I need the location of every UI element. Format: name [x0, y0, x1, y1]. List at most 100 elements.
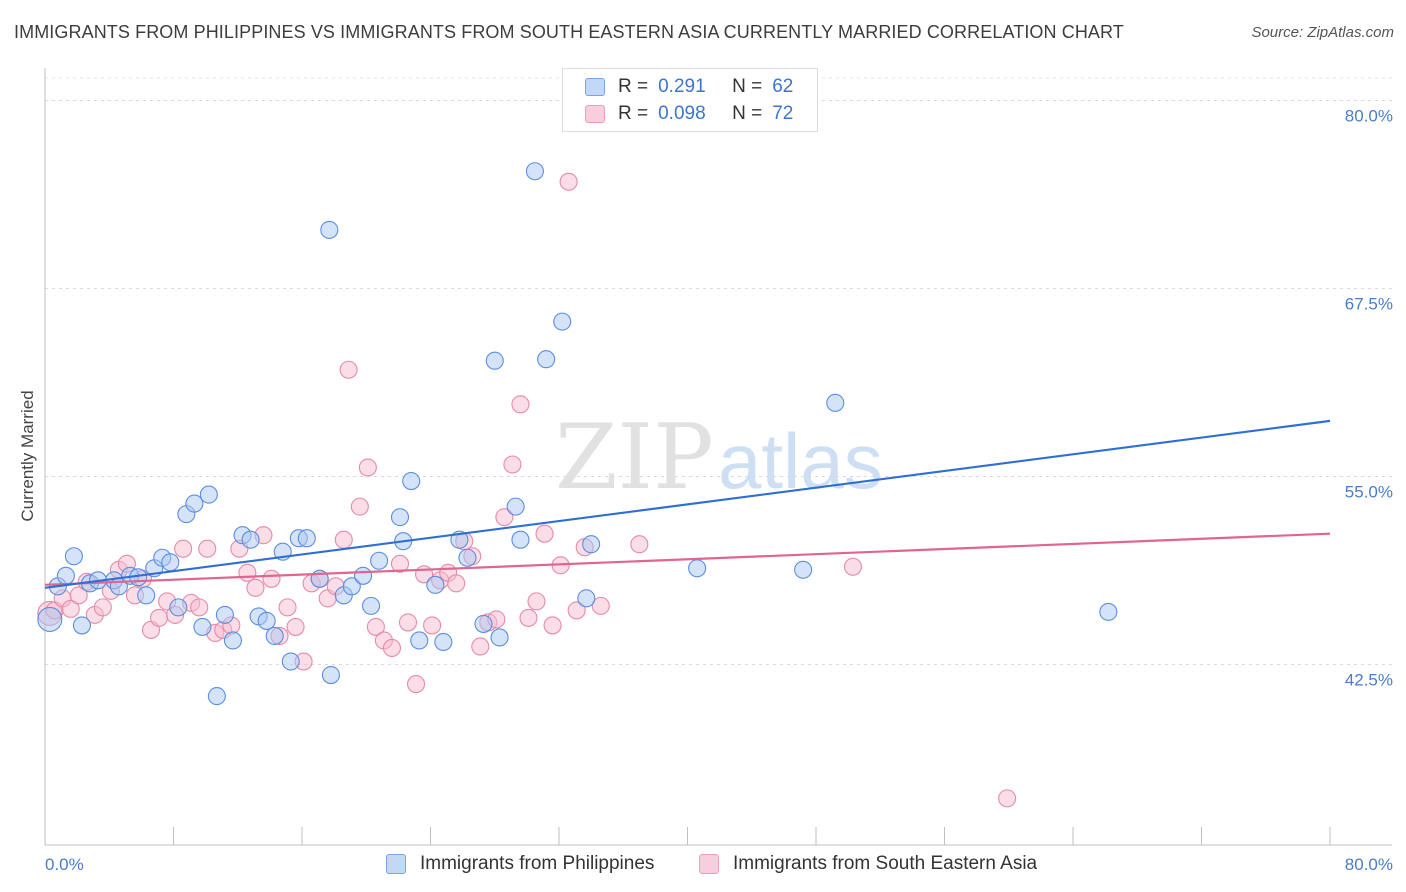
philippines-point: [56, 566, 75, 585]
philippines-point: [582, 535, 601, 554]
philippines-point: [72, 616, 91, 635]
philippines-point: [485, 351, 504, 370]
south-eastern-asia-point: [246, 578, 265, 597]
philippines-point: [390, 508, 410, 527]
south-eastern-asia-point: [286, 617, 305, 636]
south-eastern-asia-point: [366, 617, 385, 636]
legend-n-label: N =: [732, 103, 763, 124]
south-eastern-asia-point: [591, 596, 610, 615]
bottom-legend-label: Immigrants from South Eastern Asia: [733, 853, 1038, 874]
legend-n-value: 72: [772, 103, 794, 124]
philippines-point: [434, 632, 453, 652]
south-eastern-asia-point: [149, 608, 169, 627]
south-eastern-asia-point: [543, 616, 562, 635]
philippines-point: [64, 547, 83, 566]
philippines-point: [525, 162, 544, 181]
south-eastern-asia-point: [174, 539, 193, 558]
axes: [44, 68, 1392, 846]
philippines-point: [426, 575, 445, 594]
south-eastern-asia-point: [93, 598, 112, 617]
south-eastern-asia-point: [262, 569, 281, 588]
philippines-point: [169, 598, 188, 617]
philippines-point: [37, 606, 63, 632]
bottom-legend-swatch-blue: [386, 854, 406, 874]
philippines-point: [241, 530, 260, 549]
y-tick-label: 80.0%: [1345, 107, 1393, 126]
chart-title: IMMIGRANTS FROM PHILIPPINES VS IMMIGRANT…: [14, 22, 1124, 42]
south-eastern-asia-point: [382, 638, 402, 658]
philippines-point: [410, 631, 429, 650]
watermark-atlas: atlas: [718, 417, 883, 505]
south-eastern-asia-point: [511, 395, 530, 414]
south-eastern-asia-point: [495, 508, 514, 527]
philippines-point: [826, 393, 845, 412]
trend-lines: [44, 419, 1331, 589]
south-eastern-asia-point: [198, 539, 217, 558]
south-eastern-asia-point: [559, 172, 578, 191]
legend-r-label: R =: [618, 103, 649, 124]
south-eastern-asia-point: [998, 789, 1017, 808]
south-eastern-asia-point: [358, 458, 377, 477]
legend-n-value: 62: [772, 76, 794, 97]
legend-swatch-blue: [585, 78, 605, 96]
bottom-legend-swatch-pink: [699, 854, 719, 874]
trend-line-south-eastern-asia: [44, 532, 1331, 586]
y-axis-label: Currently Married: [18, 390, 37, 521]
tick-labels: 42.5% 55.0% 67.5% 80.0% 0.0% 80.0%: [45, 107, 1393, 874]
philippines-point: [577, 589, 596, 608]
y-tick-label: 55.0%: [1345, 483, 1393, 502]
south-eastern-asia-point: [339, 360, 358, 379]
philippines-point: [511, 530, 530, 549]
x-tick-label: 80.0%: [1345, 855, 1393, 874]
philippines-point: [353, 566, 373, 585]
philippines-point: [474, 614, 493, 633]
legend-r-label: R =: [618, 76, 649, 97]
south-eastern-asia-point: [350, 497, 369, 516]
south-eastern-asia-point: [69, 586, 88, 605]
south-eastern-asia-point: [503, 455, 522, 474]
philippines-point: [458, 548, 477, 567]
south-eastern-asia-point: [843, 557, 862, 576]
philippines-point: [215, 605, 234, 624]
philippines-point: [199, 485, 218, 504]
south-eastern-asia-point: [423, 616, 442, 635]
south-eastern-asia-point: [447, 574, 466, 593]
philippines-point: [370, 551, 389, 570]
south-eastern-asia-point: [61, 599, 80, 618]
x-tick-label: 0.0%: [45, 855, 84, 874]
correlation-legend: R = 0.291 N = 62 R = 0.098 N = 72: [562, 68, 818, 132]
south-eastern-asia-point: [567, 601, 586, 620]
legend-r-value: 0.098: [658, 103, 706, 124]
philippines-point: [1099, 602, 1118, 621]
legend-row-south-eastern-asia: R = 0.098 N = 72: [585, 102, 793, 126]
philippines-point: [185, 494, 204, 513]
south-eastern-asia-point: [334, 530, 353, 549]
philippines-point: [223, 631, 242, 650]
philippines-point: [321, 666, 340, 685]
bottom-legend-label: Immigrants from Philippines: [420, 853, 655, 874]
philippines-point: [362, 596, 381, 615]
philippines-point: [342, 577, 361, 596]
philippines-point: [207, 687, 226, 706]
philippines-point: [506, 497, 525, 516]
south-eastern-asia-point: [190, 598, 209, 617]
philippines-point: [688, 559, 707, 578]
zipatlas-watermark: ZIP atlas: [555, 405, 883, 510]
south-eastern-asia-point: [519, 608, 538, 627]
south-eastern-asia-point: [535, 524, 554, 543]
south-eastern-asia-point: [471, 637, 490, 656]
series-philippines-points: [37, 162, 1118, 706]
philippines-point: [320, 220, 339, 239]
chart-source: Source: ZipAtlas.com: [1251, 24, 1394, 41]
philippines-point: [553, 312, 572, 331]
south-eastern-asia-point: [406, 675, 426, 694]
legend-row-philippines: R = 0.291 N = 62: [585, 75, 793, 99]
south-eastern-asia-point: [238, 563, 257, 582]
legend-swatch-pink: [585, 105, 605, 123]
trend-line-philippines: [44, 419, 1331, 589]
philippines-point: [161, 553, 180, 572]
south-eastern-asia-point: [527, 592, 546, 611]
philippines-point: [137, 586, 156, 605]
bottom-legend-philippines: Immigrants from Philippines: [386, 851, 654, 877]
